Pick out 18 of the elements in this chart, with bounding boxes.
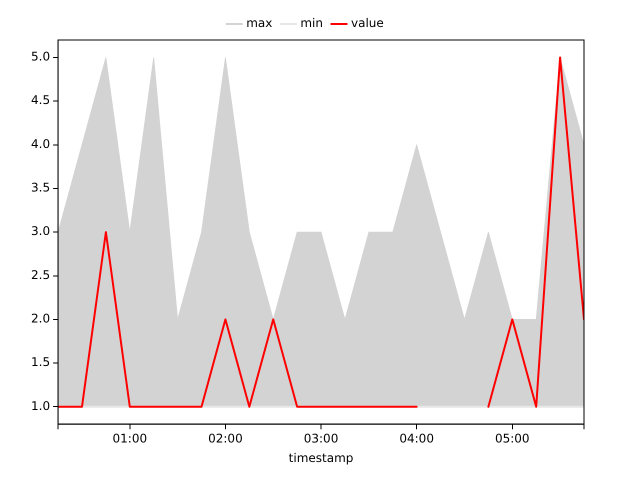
y-tick-label: 4.5 — [30, 93, 50, 108]
y-tick-label: 3.5 — [30, 180, 50, 195]
y-tick-label: 1.0 — [30, 398, 50, 413]
y-tick-label: 3.0 — [30, 224, 50, 238]
x-axis-title: timestamp — [288, 450, 354, 465]
legend-label: value — [351, 16, 384, 30]
y-tick-label: 5.0 — [30, 50, 50, 64]
y-tick-label: 4.0 — [30, 136, 50, 151]
legend-label: min — [300, 16, 324, 30]
y-tick-label: 2.0 — [30, 312, 50, 326]
x-tick-label: 02:00 — [208, 432, 243, 446]
legend-label: max — [246, 16, 272, 30]
x-tick-label: 04:00 — [399, 432, 434, 446]
x-tick-label: 05:00 — [494, 432, 530, 446]
x-tick-label: 03:00 — [304, 432, 338, 446]
y-tick-label: 1.5 — [30, 355, 50, 370]
x-tick-label: 01:00 — [112, 432, 148, 446]
y-tick-label: 2.5 — [30, 268, 50, 282]
